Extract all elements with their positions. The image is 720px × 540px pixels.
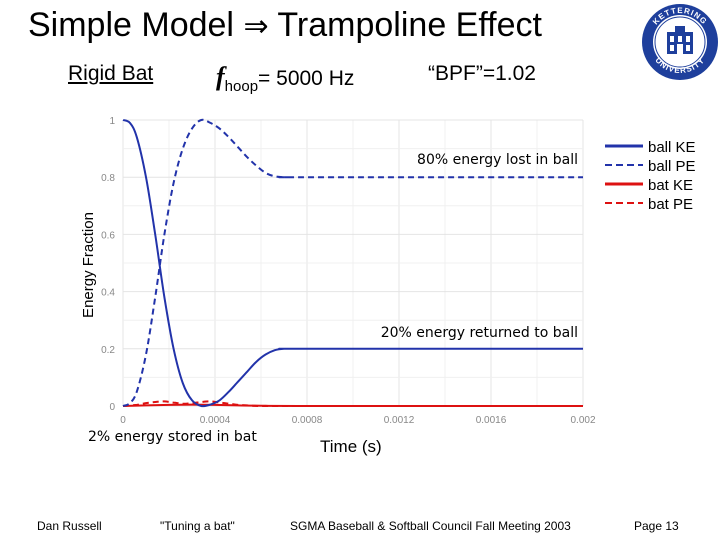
x-tick-label: 0.0008: [292, 415, 323, 426]
slide-title: Simple Model ⇒ Trampoline Effect: [28, 6, 542, 45]
y-tick-label: 0.8: [101, 173, 115, 184]
title-right: Trampoline Effect: [277, 6, 542, 44]
x-axis-label: Time (s): [320, 437, 382, 456]
legend-label-ball-ke: ball KE: [648, 139, 696, 156]
series-line-bat-pe: [122, 400, 308, 408]
annotation-stored: 2% energy stored in bat: [88, 429, 257, 445]
title-left: Simple Model: [28, 6, 234, 44]
y-axis-label: Energy Fraction: [80, 212, 97, 318]
y-tick-label: 1: [109, 116, 115, 127]
legend-label-ball-pe: ball PE: [648, 158, 696, 175]
legend-layer: ball KE ball PE bat KE bat PE: [605, 139, 696, 213]
legend-label-bat-pe: bat PE: [648, 196, 693, 213]
fhoop-symbol: f: [216, 62, 225, 91]
series-line-bat-ke: [122, 403, 583, 408]
footer-meeting: SGMA Baseball & Softball Council Fall Me…: [290, 519, 571, 533]
rigid-bat-label: Rigid Bat: [68, 62, 154, 85]
series-layer: [122, 118, 583, 408]
x-tick-label: 0.0016: [476, 415, 507, 426]
y-tick-label: 0: [109, 402, 115, 413]
university-seal-logo: KETTERING UNIVERSITY: [642, 4, 718, 80]
footer-author: Dan Russell: [37, 519, 102, 533]
x-tick-label: 0: [120, 415, 126, 426]
annotation-returned: 20% energy returned to ball: [381, 325, 578, 341]
y-tick-label: 0.4: [101, 288, 115, 299]
hoop-frequency: fhoop= 5000 Hz: [216, 62, 355, 95]
footer-talk: "Tuning a bat": [160, 519, 235, 533]
y-tick-label: 0.2: [101, 345, 115, 356]
legend-label-bat-ke: bat KE: [648, 177, 693, 194]
bpf-value: “BPF”=1.02: [428, 62, 536, 85]
series-line-ball-ke: [122, 119, 583, 408]
fhoop-subscript: hoop: [224, 78, 259, 95]
footer-page: Page 13: [634, 519, 679, 533]
series-line-ball-pe: [122, 118, 583, 407]
y-tick-label: 0.6: [101, 230, 115, 241]
tick-layer: 0 0.0004 0.0008 0.0012 0.0016 0.002 0 0.2 0.4 0.6…: [101, 116, 596, 426]
x-tick-label: 0.0012: [384, 415, 415, 426]
annotation-lost: 80% energy lost in ball: [417, 152, 578, 168]
implies-arrow-icon: ⇒: [243, 9, 269, 44]
x-tick-label: 0.0004: [200, 415, 231, 426]
x-tick-label: 0.002: [570, 415, 595, 426]
fhoop-value: = 5000 Hz: [258, 67, 355, 90]
